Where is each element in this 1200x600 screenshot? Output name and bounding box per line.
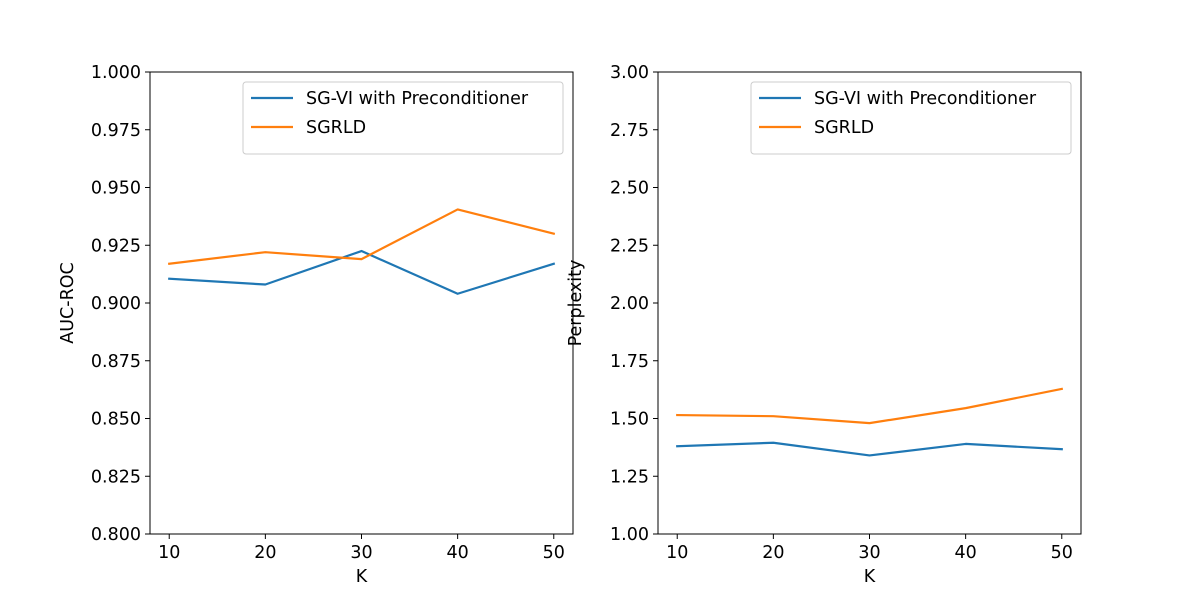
auc-roc-chart-panel: 10 20 30 40 50 0.800 0.825 0.850 0.875 0.900 0.925…	[58, 63, 574, 587]
auc-legend-box	[242, 81, 564, 155]
auc-legend-label-sg-vi: SG-VI with Preconditioner	[306, 89, 529, 109]
auc-y-tick-label: 0.900	[91, 294, 141, 314]
perplexity-y-tick-label: 1.00	[610, 525, 649, 545]
perplexity-series-line-sgrld	[676, 387, 1064, 425]
perplexity-y-tick-label: 1.25	[610, 467, 649, 487]
auc-x-tick-label: 40	[446, 543, 468, 563]
auc-y-tick-label: 0.800	[91, 525, 141, 545]
perplexity-x-tick-label: 40	[954, 543, 976, 563]
perplexity-y-tick-label: 1.75	[610, 352, 649, 372]
auc-y-tick-label: 0.975	[91, 121, 141, 141]
perplexity-x-tick-label: 20	[762, 543, 784, 563]
auc-y-tick-label: 0.875	[91, 352, 141, 372]
auc-series-line-sg-vi	[168, 249, 556, 295]
auc-x-tick-label: 30	[350, 543, 372, 563]
auc-series-line-sgrld	[168, 208, 556, 265]
auc-legend-label-sgrld: SGRLD	[306, 118, 366, 138]
perplexity-x-axis-label: K	[864, 567, 876, 587]
auc-x-tick-label: 20	[254, 543, 276, 563]
auc-y-tick-label: 0.950	[91, 179, 141, 199]
perplexity-y-tick-label: 3.00	[610, 63, 649, 83]
perplexity-legend-box	[750, 81, 1072, 155]
perplexity-legend-label-sg-vi: SG-VI with Preconditioner	[814, 89, 1037, 109]
perplexity-y-tick-label: 2.25	[610, 236, 649, 256]
perplexity-y-tick-label: 2.75	[610, 121, 649, 141]
perplexity-chart-panel: 10 20 30 40 50 1.00 1.25 1.50 1.75 2.00 2.25 2.50 2.…	[566, 63, 1082, 587]
auc-y-tick-label: 0.925	[91, 236, 141, 256]
perplexity-legend: SG-VI with Preconditioner SGRLD	[750, 81, 1072, 155]
perplexity-x-tick-label: 50	[1051, 543, 1073, 563]
perplexity-x-tick-label: 30	[858, 543, 880, 563]
perplexity-y-tick-label: 2.00	[610, 294, 649, 314]
perplexity-y-tick-label: 2.50	[610, 179, 649, 199]
auc-x-tick-label: 50	[543, 543, 565, 563]
auc-legend: SG-VI with Preconditioner SGRLD	[242, 81, 564, 155]
auc-x-axis-label: K	[356, 567, 368, 587]
perplexity-legend-label-sgrld: SGRLD	[814, 118, 874, 138]
auc-x-tick-label: 10	[158, 543, 180, 563]
auc-y-tick-label: 0.825	[91, 467, 141, 487]
perplexity-series-line-sg-vi	[676, 441, 1063, 457]
auc-y-axis-label: AUC-ROC	[58, 262, 78, 343]
auc-y-tick-label: 0.850	[91, 410, 141, 430]
auc-y-tick-label: 1.000	[91, 63, 141, 83]
perplexity-x-tick-label: 10	[666, 543, 688, 563]
perplexity-y-axis-label: Perplexity	[566, 260, 586, 347]
perplexity-y-tick-label: 1.50	[610, 410, 649, 430]
